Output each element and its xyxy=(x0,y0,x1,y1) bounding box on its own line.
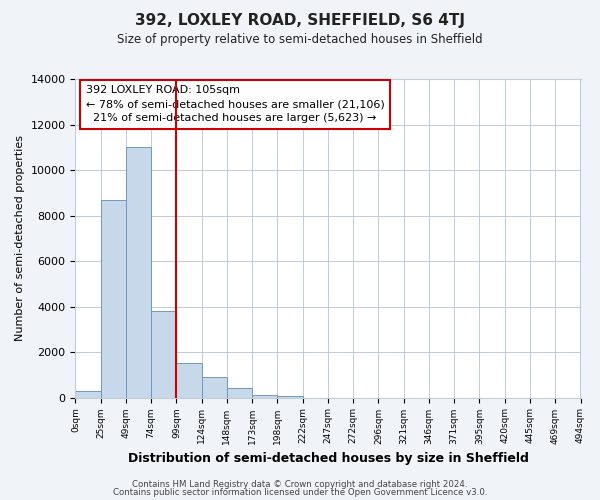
Bar xyxy=(151,311,176,398)
X-axis label: Distribution of semi-detached houses by size in Sheffield: Distribution of semi-detached houses by … xyxy=(128,452,529,465)
Bar xyxy=(202,377,227,398)
Y-axis label: Number of semi-detached properties: Number of semi-detached properties xyxy=(15,136,25,342)
Text: Contains HM Land Registry data © Crown copyright and database right 2024.: Contains HM Land Registry data © Crown c… xyxy=(132,480,468,489)
Bar xyxy=(126,148,151,398)
Bar xyxy=(176,364,202,398)
Bar xyxy=(227,388,252,398)
Bar xyxy=(252,394,277,398)
Bar xyxy=(101,200,126,398)
Text: Size of property relative to semi-detached houses in Sheffield: Size of property relative to semi-detach… xyxy=(117,32,483,46)
Text: 392, LOXLEY ROAD, SHEFFIELD, S6 4TJ: 392, LOXLEY ROAD, SHEFFIELD, S6 4TJ xyxy=(135,12,465,28)
Text: 392 LOXLEY ROAD: 105sqm
← 78% of semi-detached houses are smaller (21,106)
  21%: 392 LOXLEY ROAD: 105sqm ← 78% of semi-de… xyxy=(86,86,384,124)
Bar xyxy=(76,390,101,398)
Bar xyxy=(277,396,302,398)
Text: Contains public sector information licensed under the Open Government Licence v3: Contains public sector information licen… xyxy=(113,488,487,497)
